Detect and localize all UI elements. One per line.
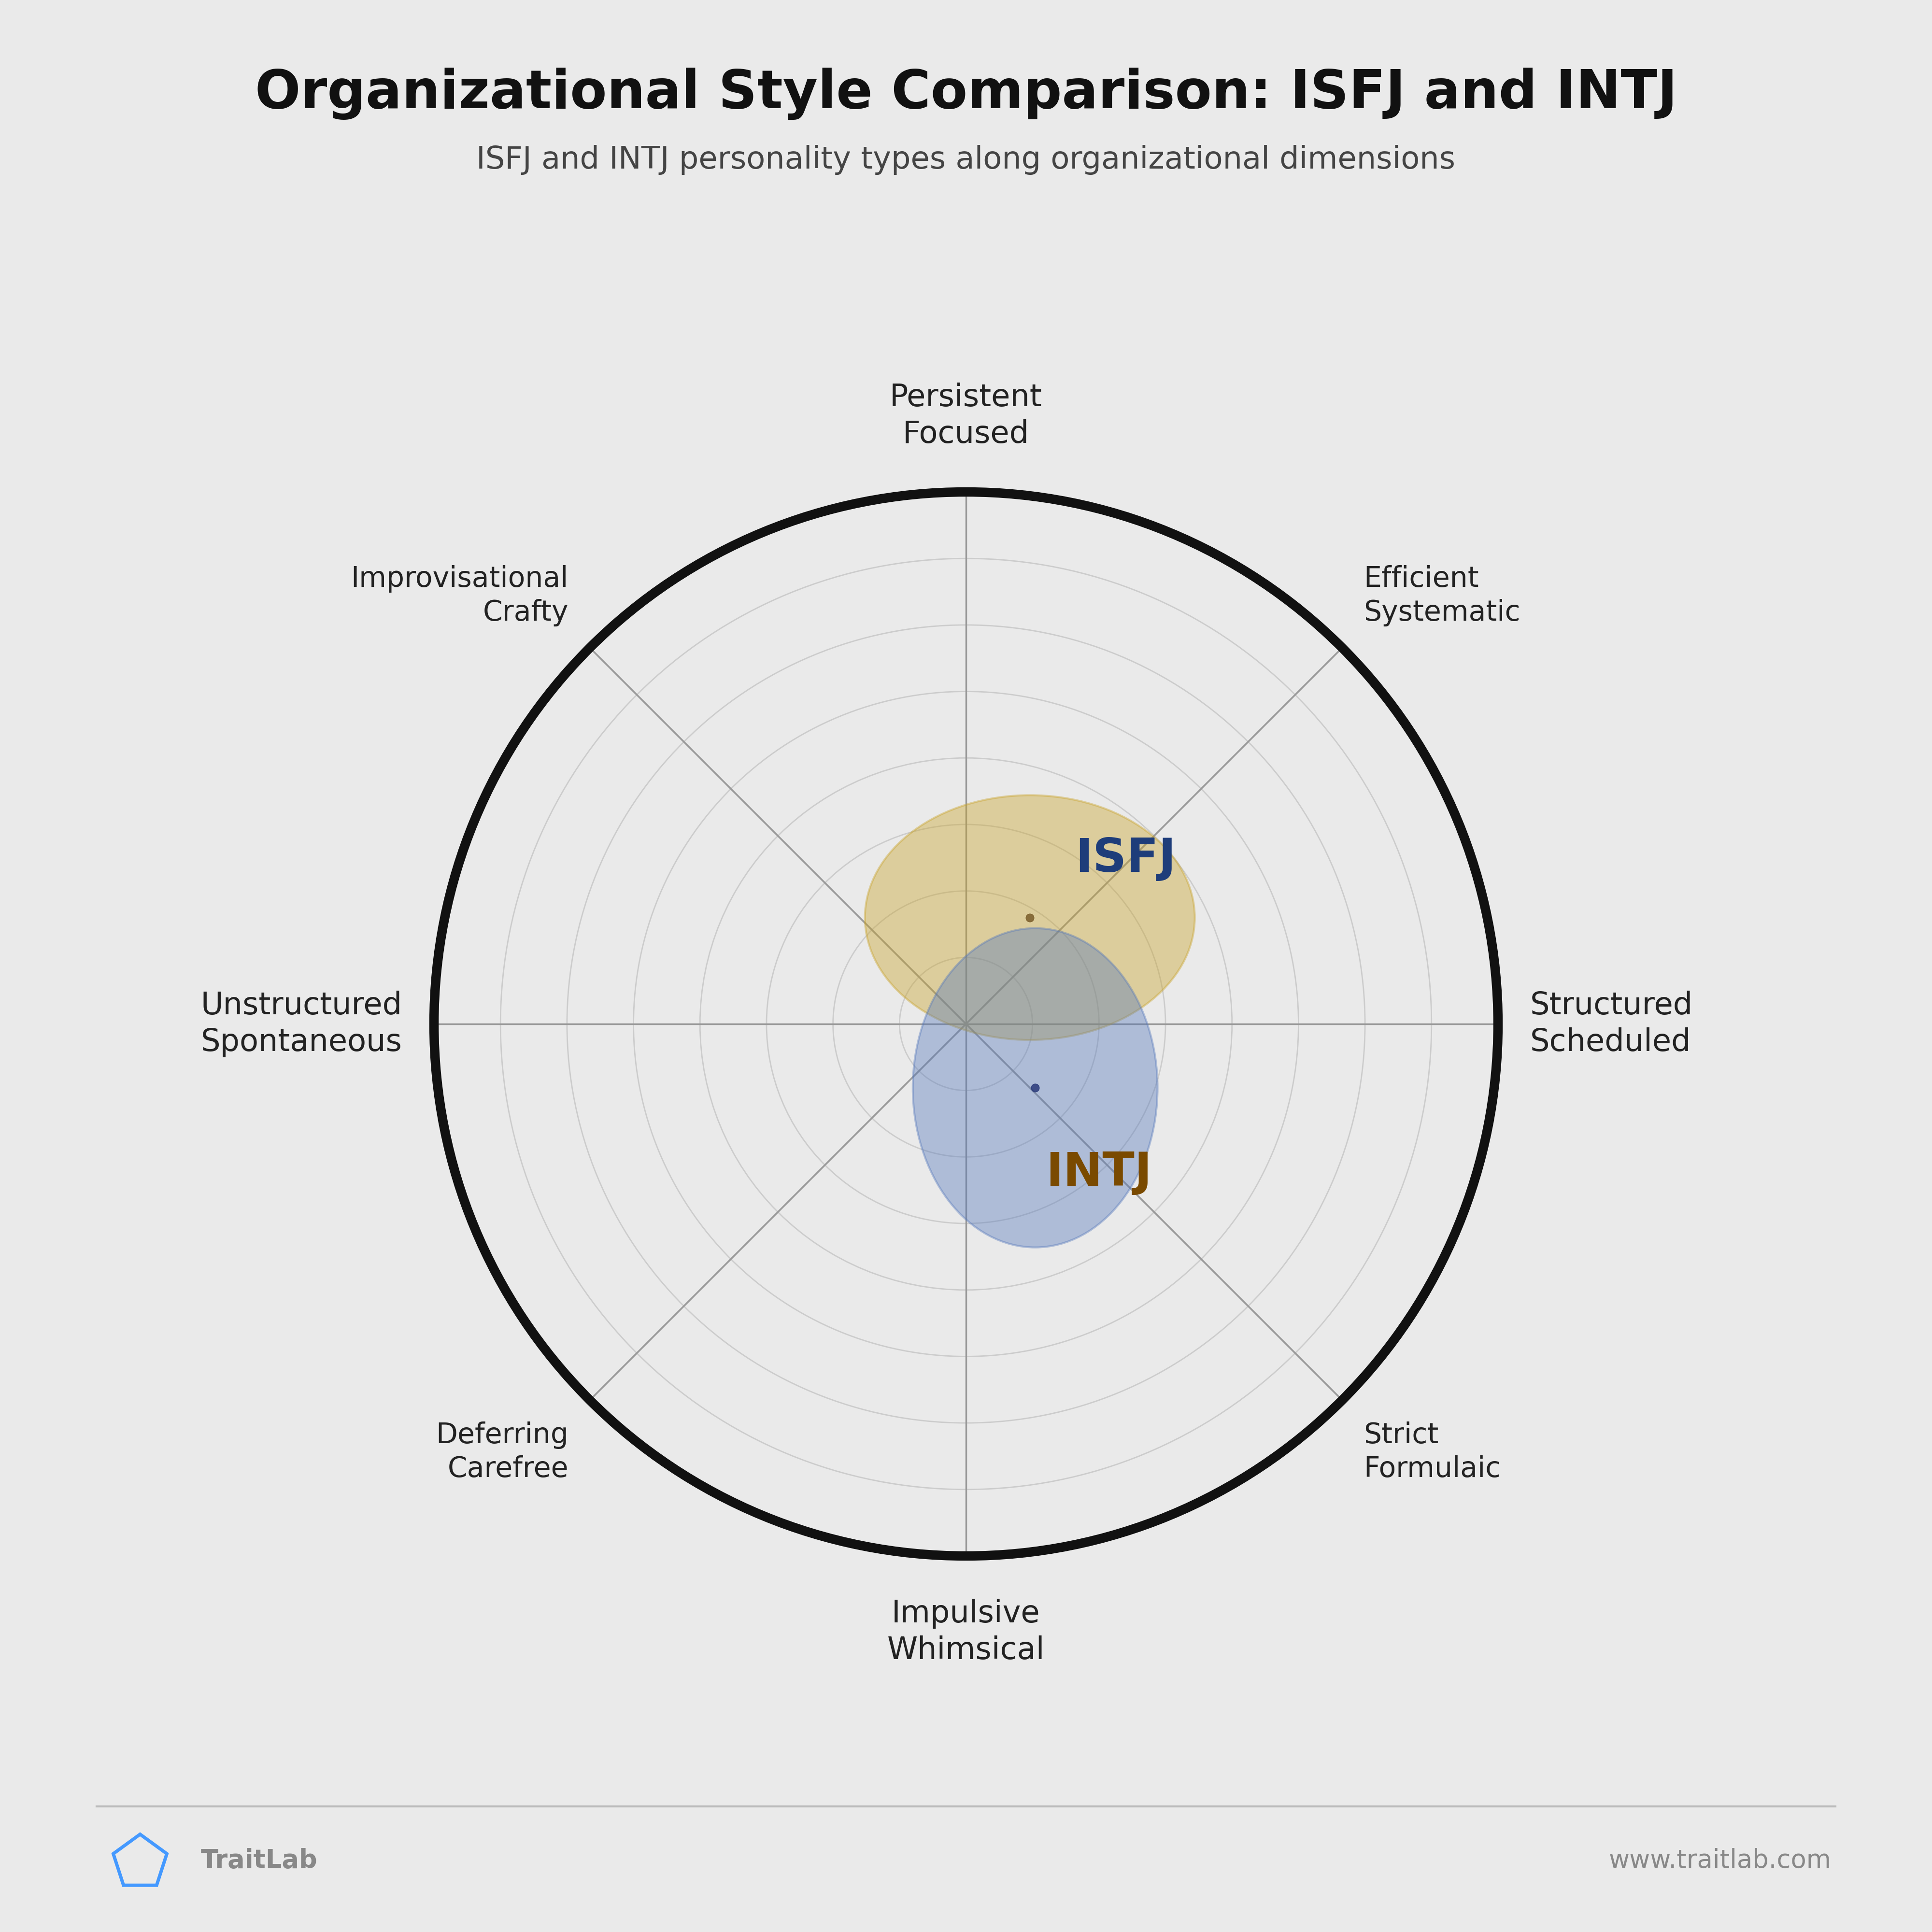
Text: Unstructured
Spontaneous: Unstructured Spontaneous <box>201 991 402 1057</box>
Text: Persistent
Focused: Persistent Focused <box>891 383 1041 450</box>
Text: INTJ: INTJ <box>1045 1150 1151 1196</box>
Text: ISFJ: ISFJ <box>1076 837 1177 881</box>
Text: TraitLab: TraitLab <box>201 1847 317 1874</box>
Text: Impulsive
Whimsical: Impulsive Whimsical <box>887 1598 1045 1665</box>
Text: Improvisational
Crafty: Improvisational Crafty <box>352 564 568 626</box>
Text: www.traitlab.com: www.traitlab.com <box>1609 1847 1832 1874</box>
Text: Organizational Style Comparison: ISFJ and INTJ: Organizational Style Comparison: ISFJ an… <box>255 68 1677 120</box>
Text: Strict
Formulaic: Strict Formulaic <box>1364 1422 1501 1484</box>
Text: Efficient
Systematic: Efficient Systematic <box>1364 564 1520 626</box>
Ellipse shape <box>866 796 1194 1039</box>
Text: ISFJ and INTJ personality types along organizational dimensions: ISFJ and INTJ personality types along or… <box>477 145 1455 176</box>
Text: Structured
Scheduled: Structured Scheduled <box>1530 991 1692 1057</box>
Text: Deferring
Carefree: Deferring Carefree <box>437 1422 568 1484</box>
Ellipse shape <box>912 927 1157 1248</box>
